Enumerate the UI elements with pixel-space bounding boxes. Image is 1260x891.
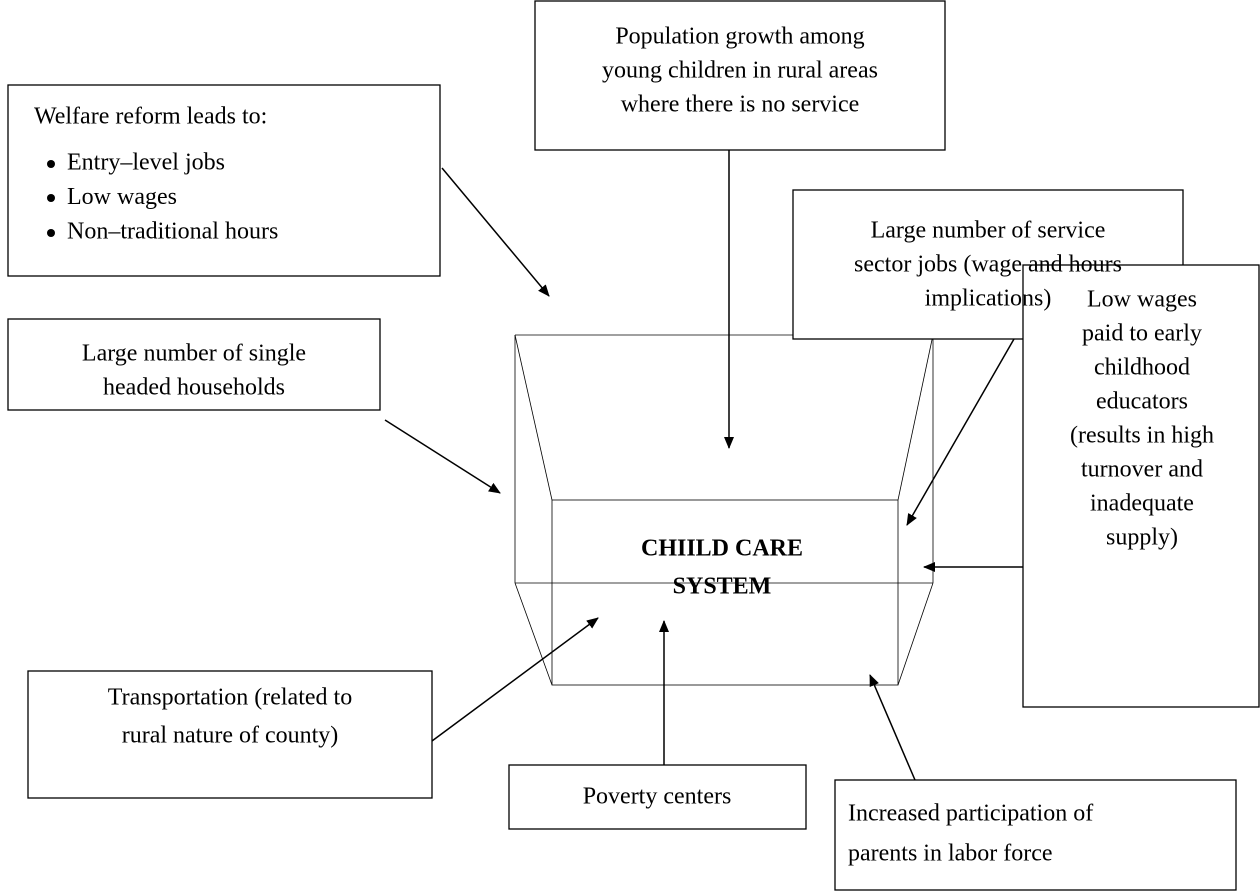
bullets bbox=[47, 160, 55, 237]
node-text: inadequate bbox=[1090, 491, 1194, 517]
node-text: Large number of service bbox=[871, 218, 1106, 244]
center-text: CHIILD CARE bbox=[641, 536, 803, 562]
node-text: Welfare reform leads to: bbox=[34, 104, 267, 130]
bullet-text: Non–traditional hours bbox=[67, 219, 278, 245]
population-box bbox=[534, 0, 946, 151]
node-text: rural nature of county) bbox=[122, 723, 339, 749]
node-text: supply) bbox=[1106, 525, 1178, 551]
node-text: educators bbox=[1096, 389, 1188, 415]
node-text: headed households bbox=[103, 375, 285, 401]
transport-box bbox=[27, 670, 433, 799]
node-text: (results in high bbox=[1070, 423, 1214, 449]
node-text: sector jobs (wage and hours bbox=[854, 252, 1122, 278]
node-text: young children in rural areas bbox=[602, 58, 878, 84]
poverty-box bbox=[508, 764, 807, 830]
node-text: Large number of single bbox=[82, 341, 306, 367]
center-text: SYSTEM bbox=[673, 574, 772, 600]
node-text: paid to early bbox=[1082, 321, 1202, 347]
low-wages-box bbox=[1022, 264, 1260, 708]
bullet-text: Entry–level jobs bbox=[67, 150, 225, 176]
arrows bbox=[384, 150, 1023, 781]
node-text: Low wages bbox=[1087, 287, 1197, 313]
single-box bbox=[7, 318, 381, 411]
participation-box bbox=[834, 779, 1237, 891]
node-text: Increased participation of bbox=[848, 801, 1093, 827]
node-text: Poverty centers bbox=[583, 784, 732, 810]
node-text: Population growth among bbox=[615, 24, 864, 50]
node-text: childhood bbox=[1094, 355, 1190, 381]
node-text: turnover and bbox=[1081, 457, 1203, 483]
node-text: parents in labor force bbox=[848, 841, 1053, 867]
bullet-text: Low wages bbox=[67, 184, 177, 210]
node-text: where there is no service bbox=[621, 92, 860, 118]
node-text: implications) bbox=[925, 286, 1052, 312]
welfare-box bbox=[7, 84, 441, 277]
boxes bbox=[7, 0, 1260, 891]
node-text: Transportation (related to bbox=[108, 685, 352, 711]
